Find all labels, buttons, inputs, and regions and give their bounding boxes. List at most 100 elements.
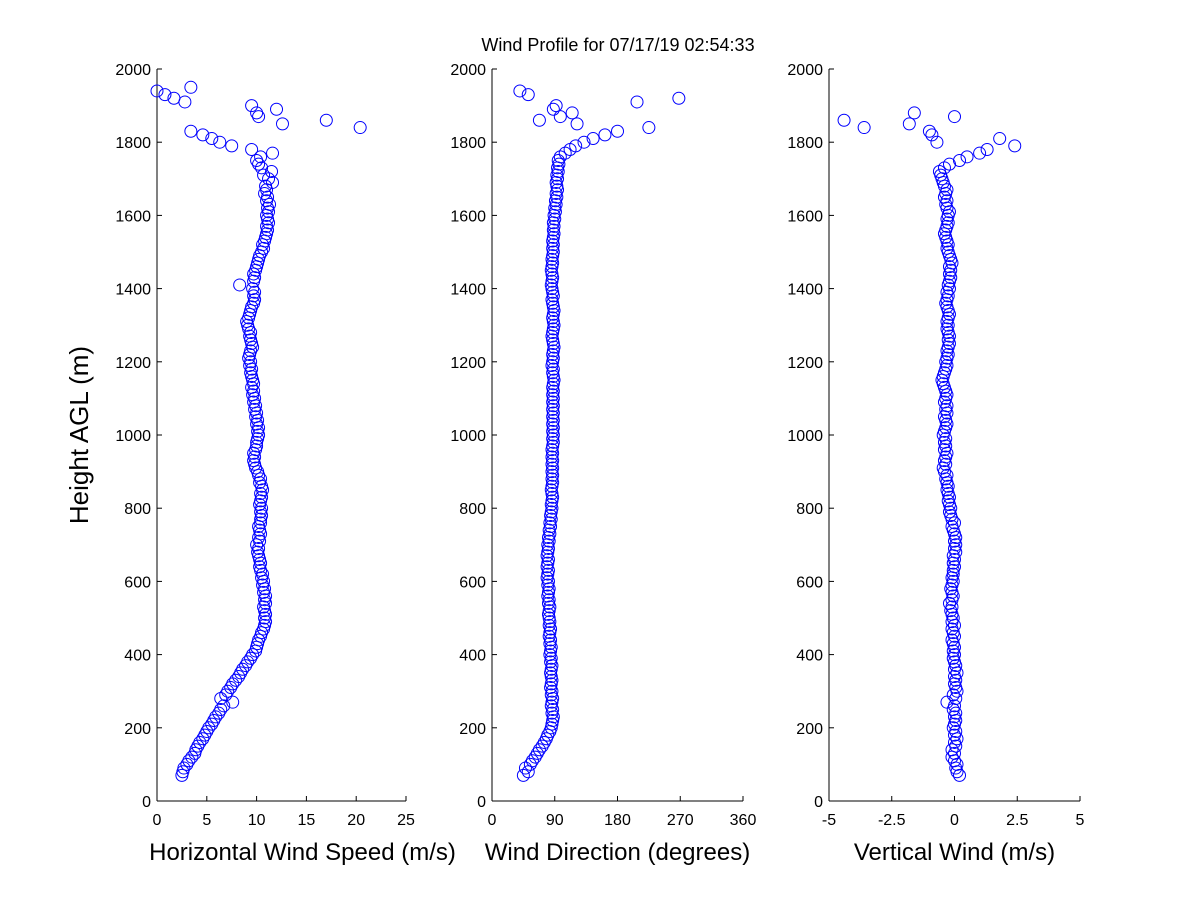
data-point [945, 256, 959, 270]
data-point [261, 190, 275, 204]
data-point [948, 541, 961, 555]
y-tick-label: 200 [124, 721, 151, 738]
data-point [937, 227, 951, 241]
x-tick-label: 90 [546, 812, 564, 829]
data-point [232, 670, 246, 684]
data-point [945, 593, 959, 607]
data-point [949, 545, 963, 559]
data-point [570, 117, 584, 131]
x-tick-label: 180 [604, 812, 631, 829]
data-point [255, 501, 269, 515]
data-point [946, 556, 960, 570]
data-point [245, 99, 259, 113]
y-tick-label: 1200 [787, 355, 823, 372]
data-point [598, 128, 612, 142]
data-point [225, 139, 239, 153]
data-point [940, 194, 954, 208]
y-tick-label: 400 [796, 648, 823, 665]
data-point [942, 505, 956, 519]
data-point [214, 692, 228, 706]
data-point [941, 304, 955, 318]
data-point [221, 684, 235, 698]
y-tick-label: 800 [796, 501, 823, 518]
data-point [945, 512, 959, 526]
data-point [611, 124, 624, 138]
data-point [178, 95, 192, 109]
data-point [949, 713, 963, 727]
data-point [942, 260, 956, 274]
data-point [254, 472, 268, 486]
y-tick-label: 0 [814, 794, 823, 811]
data-point [937, 424, 951, 438]
data-point [236, 662, 250, 676]
data-point [528, 750, 542, 764]
data-point [246, 282, 260, 296]
data-point [941, 311, 955, 325]
data-point [944, 509, 958, 523]
x-tick-label: 25 [397, 812, 415, 829]
data-point [935, 172, 949, 186]
data-point [940, 293, 954, 307]
data-point [948, 516, 961, 530]
data-point [940, 476, 954, 490]
data-point [937, 366, 951, 380]
data-point [212, 706, 226, 720]
data-point [939, 223, 953, 237]
data-point [948, 670, 961, 684]
data-point [948, 677, 961, 691]
data-point [937, 454, 951, 468]
data-point [245, 143, 259, 157]
data-point [553, 150, 567, 164]
data-point [946, 688, 960, 702]
data-point [857, 121, 871, 135]
data-point [940, 219, 954, 233]
data-point [672, 91, 686, 105]
data-point [185, 750, 199, 764]
data-point [245, 300, 259, 314]
data-point [949, 538, 963, 552]
y-tick-label: 2000 [787, 62, 823, 79]
y-tick-label: 200 [459, 721, 486, 738]
data-point [948, 527, 961, 541]
data-point [940, 483, 954, 497]
data-point [940, 300, 954, 314]
data-point [907, 106, 921, 120]
data-point [946, 567, 960, 581]
data-point [949, 692, 963, 706]
data-point [941, 347, 955, 361]
data-point [219, 688, 233, 702]
data-point [516, 768, 530, 782]
data-point [940, 212, 954, 226]
data-point [184, 80, 198, 94]
data-point [257, 168, 271, 182]
data-point [939, 391, 953, 405]
data-point [941, 278, 955, 292]
data-point [353, 121, 367, 135]
data-point [941, 216, 955, 230]
y-tick-label: 1400 [115, 282, 151, 299]
y-tick-label: 200 [796, 721, 823, 738]
data-point [942, 337, 956, 350]
data-point [948, 655, 961, 669]
data-point [244, 355, 258, 369]
data-point [229, 673, 243, 687]
data-point [252, 530, 266, 544]
data-point [193, 735, 207, 749]
y-tick-label: 1600 [450, 208, 486, 225]
data-point [255, 161, 269, 175]
data-point [948, 699, 961, 713]
data-point [948, 735, 961, 749]
y-tick-label: 1000 [450, 428, 486, 445]
data-point [252, 110, 266, 124]
data-point [541, 728, 555, 742]
data-point [537, 735, 551, 749]
data-point [980, 143, 994, 157]
y-tick-label: 800 [459, 501, 486, 518]
data-point [177, 761, 191, 775]
y-tick-label: 800 [124, 501, 151, 518]
x-tick-label: 15 [298, 812, 316, 829]
data-point [937, 380, 951, 394]
data-point [935, 373, 949, 387]
data-point [945, 633, 959, 647]
y-tick-label: 600 [796, 574, 823, 591]
